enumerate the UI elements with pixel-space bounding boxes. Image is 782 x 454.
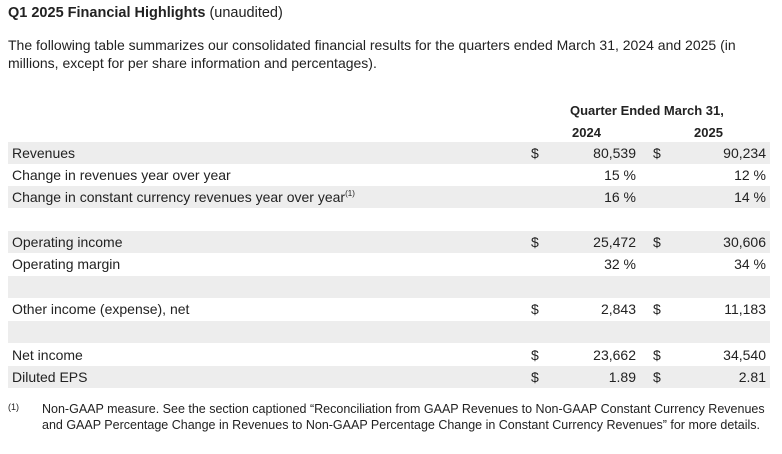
- currency-symbol-2024: $: [531, 234, 539, 250]
- row-label: Revenues: [12, 145, 75, 161]
- value-2025: 12 %: [734, 167, 766, 183]
- currency-symbol-2025: $: [653, 234, 661, 250]
- title-qualifier: (unaudited): [209, 5, 283, 21]
- row-label-text: Change in revenues year over year: [12, 167, 231, 183]
- intro-paragraph: The following table summarizes our conso…: [8, 37, 736, 71]
- footnote-marker: (1): [8, 402, 19, 412]
- value-2025: 14 %: [734, 189, 766, 205]
- currency-symbol-2024: $: [531, 369, 539, 385]
- value-2024: 80,539: [593, 145, 636, 161]
- table-row: Operating income $25,472 $30,606: [8, 231, 770, 253]
- row-label-text: Other income (expense), net: [12, 301, 190, 317]
- row-label: Change in constant currency revenues yea…: [12, 189, 355, 205]
- currency-symbol-2025: $: [653, 369, 661, 385]
- row-label-text: Net income: [12, 347, 83, 363]
- value-2024: 15 %: [604, 167, 636, 183]
- table-row: Other income (expense), net $2,843 $11,183: [8, 298, 770, 320]
- value-2024: 16 %: [604, 189, 636, 205]
- currency-symbol-2024: $: [531, 145, 539, 161]
- footnote-reference: (1): [345, 189, 355, 198]
- value-2024: 25,472: [593, 234, 636, 250]
- footnote-text: Non-GAAP measure. See the section captio…: [42, 402, 765, 432]
- currency-symbol-2025: $: [653, 301, 661, 317]
- table-row: Net income $23,662 $34,540: [8, 344, 770, 366]
- row-label-text: Operating income: [12, 234, 123, 250]
- table-row: [8, 208, 770, 230]
- value-2025: 11,183: [724, 301, 766, 317]
- table-row: Diluted EPS $1.89 $2.81: [8, 366, 770, 388]
- value-2025: 34 %: [734, 256, 766, 272]
- currency-symbol-2024: $: [531, 301, 539, 317]
- value-2025: 90,234: [723, 145, 766, 161]
- row-label: Change in revenues year over year: [12, 167, 231, 183]
- currency-symbol-2024: $: [531, 347, 539, 363]
- value-2024: 23,662: [593, 347, 636, 363]
- table-row: Operating margin 32 % 34 %: [8, 253, 770, 275]
- period-header: Quarter Ended March 31,: [570, 103, 724, 118]
- table-row: Change in revenues year over year 15 % 12 …: [8, 164, 770, 186]
- year-header-2024: 2024: [572, 125, 601, 140]
- row-label-text: Change in constant currency revenues yea…: [12, 189, 346, 205]
- table-row: Revenues $80,539 $90,234: [8, 142, 770, 164]
- page-title: Q1 2025 Financial Highlights (unaudited): [8, 5, 283, 21]
- row-label: Operating margin: [12, 256, 120, 272]
- value-2024: 32 %: [604, 256, 636, 272]
- row-label: Diluted EPS: [12, 369, 87, 385]
- row-label-text: Operating margin: [12, 256, 121, 272]
- value-2024: 2,843: [600, 301, 636, 317]
- row-label: Other income (expense), net: [12, 301, 189, 317]
- table-row: Change in constant currency revenues yea…: [8, 186, 770, 208]
- row-label: Operating income: [12, 234, 123, 250]
- currency-symbol-2025: $: [653, 145, 661, 161]
- row-label-text: Diluted EPS: [12, 369, 88, 385]
- value-2025: 2.81: [738, 369, 766, 385]
- table-row: [8, 276, 770, 298]
- table-row: [8, 321, 770, 343]
- row-label-text: Revenues: [12, 145, 76, 161]
- value-2025: 30,606: [723, 234, 766, 250]
- value-2024: 1.89: [608, 369, 636, 385]
- value-2025: 34,540: [723, 347, 766, 363]
- title-bold: Q1 2025 Financial Highlights: [8, 5, 206, 21]
- currency-symbol-2025: $: [653, 347, 661, 363]
- row-label: Net income: [12, 347, 83, 363]
- year-header-2025: 2025: [694, 125, 723, 140]
